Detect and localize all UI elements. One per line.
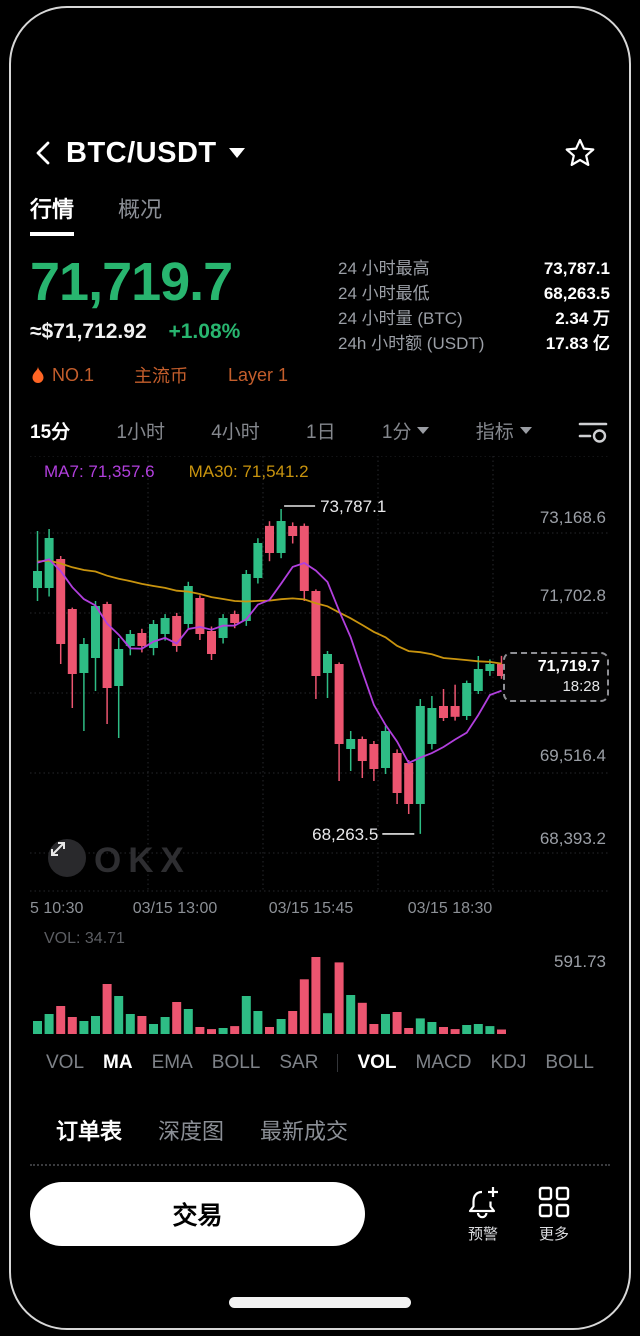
badge-label: 主流币 (134, 366, 189, 386)
header: BTC/USDT (30, 130, 610, 176)
y-axis-label: 73,168.6 (539, 508, 606, 527)
indicator-vol-sub[interactable]: VOL (357, 1052, 397, 1073)
ma30-label: MA30: 71,541.2 (188, 462, 309, 481)
grid-more-icon (538, 1186, 570, 1217)
stat-24h-volume-btc: 24 小时量 (BTC) 2.34 万 (338, 306, 610, 331)
top-tabs: 行情 概况 (30, 192, 610, 236)
ma-legend: MA7: 71,357.6 MA30: 71,541.2 (44, 462, 309, 482)
action-bar: 交易 预警 更多 (30, 1182, 610, 1246)
indicator-divider (337, 1054, 339, 1072)
indicator-macd[interactable]: MACD (415, 1052, 472, 1073)
y-axis-label: 68,393.2 (539, 829, 606, 848)
x-axis-label: 03/15 13:00 (132, 900, 218, 917)
tab-market[interactable]: 行情 (30, 192, 75, 236)
price-alert-action[interactable]: 预警 (465, 1185, 501, 1244)
last-price: 71,719.7 (30, 252, 233, 312)
badges-row: NO.1 主流币 Layer 1 (30, 362, 338, 388)
x-axis-label: 03/15 18:30 (407, 900, 493, 917)
badge-label: NO.1 (52, 364, 95, 385)
orderbook-tabs: 订单表 深度图 最新成交 (30, 1104, 610, 1166)
stats-panel: 24 小时最高 73,787.1 24 小时最低 68,263.5 24 小时量… (338, 252, 610, 388)
stat-value: 73,787.1 (543, 259, 610, 278)
timeframe-more-dropdown[interactable]: 1分 (382, 417, 430, 444)
time-axis: 5 10:30 03/15 13:00 03/15 15:45 03/15 18:30 (30, 896, 610, 926)
timeframe-15m[interactable]: 15分 (30, 421, 71, 443)
indicator-kdj[interactable]: KDJ (490, 1052, 527, 1073)
volume-chart[interactable]: VOL: 34.71 591.73 (30, 926, 610, 1040)
indicator-dropdown[interactable]: 指标 (476, 417, 532, 444)
chevron-down-icon (417, 426, 430, 434)
stat-value: 17.83 亿 (545, 334, 610, 353)
x-axis-label: 03/15 15:45 (268, 900, 354, 917)
tag-price: 71,719.7 (537, 658, 600, 675)
indicator-vol-main[interactable]: VOL (46, 1052, 85, 1073)
volume-canvas[interactable] (30, 926, 610, 1040)
more-label: 更多 (538, 1225, 569, 1243)
tab-depth-chart[interactable]: 深度图 (158, 1119, 225, 1144)
dropdown-label: 指标 (475, 421, 514, 443)
timeframe-1d[interactable]: 1日 (306, 421, 336, 443)
page-title: BTC/USDT (66, 136, 217, 169)
badge-label: Layer 1 (228, 364, 289, 385)
stat-label: 24 小时最低 (338, 284, 430, 303)
ma7-label: MA7: 71,357.6 (44, 462, 155, 481)
chart-settings-icon[interactable] (578, 417, 608, 443)
timeframe-1h[interactable]: 1小时 (116, 421, 165, 443)
chevron-down-icon (519, 426, 532, 434)
price-section: 71,719.7 ≈$71,712.92 +1.08% NO.1 主流币 Lay… (30, 252, 610, 388)
tag-time: 18:28 (562, 678, 600, 695)
tab-overview[interactable]: 概况 (118, 197, 163, 222)
alert-label: 预警 (467, 1225, 498, 1243)
indicator-boll-sub[interactable]: BOLL (545, 1052, 594, 1073)
indicator-sar[interactable]: SAR (279, 1052, 319, 1073)
stat-24h-low: 24 小时最低 68,263.5 (338, 281, 610, 306)
stat-label: 24 小时最高 (338, 259, 430, 278)
favorite-star-icon[interactable] (564, 137, 596, 169)
bell-plus-icon (468, 1186, 498, 1218)
svg-text:73,787.1: 73,787.1 (320, 497, 386, 516)
stat-value: 68,263.5 (543, 284, 610, 303)
stat-label: 24 小时量 (BTC) (338, 309, 463, 328)
last-price-tag: 71,719.7 18:28 (503, 652, 609, 702)
okx-watermark: OKX (94, 841, 191, 880)
home-indicator[interactable] (229, 1297, 411, 1308)
rank-badge[interactable]: NO.1 (30, 365, 94, 386)
price-change-percent: +1.08% (168, 320, 241, 343)
flame-icon (32, 365, 44, 383)
stat-label: 24h 小时额 (USDT) (338, 334, 485, 353)
back-icon[interactable] (30, 138, 60, 168)
volume-max-label: 591.73 (554, 952, 606, 971)
volume-current-label: VOL: 34.71 (44, 930, 125, 947)
indicator-boll-main[interactable]: BOLL (211, 1052, 261, 1073)
y-axis-label: 69,516.4 (539, 746, 606, 765)
trade-button[interactable]: 交易 (30, 1182, 365, 1246)
svg-text:68,263.5: 68,263.5 (312, 825, 378, 844)
fiat-price: ≈$71,712.92 (30, 320, 147, 343)
indicator-selector: VOL MA EMA BOLL SAR VOL MACD KDJ BOLL (30, 1044, 610, 1082)
timeframe-4h[interactable]: 4小时 (211, 421, 260, 443)
stat-value: 2.34 万 (555, 309, 610, 328)
timeframe-toolbar: 15分 1小时 4小时 1日 1分 指标 (30, 410, 610, 450)
y-axis-label: 71,702.8 (539, 586, 606, 605)
tab-latest-trades[interactable]: 最新成交 (260, 1119, 349, 1144)
tab-order-book[interactable]: 订单表 (56, 1119, 123, 1144)
candlestick-chart[interactable]: 73,787.1 68,263.5 MA7: 71,357.6 MA30: 71,… (30, 456, 610, 896)
indicator-ema[interactable]: EMA (151, 1052, 193, 1073)
chart-canvas[interactable]: 73,787.1 68,263.5 (30, 456, 610, 896)
stat-24h-high: 24 小时最高 73,787.1 (338, 256, 610, 281)
category-badge[interactable]: 主流币 (134, 362, 188, 388)
layer-badge[interactable]: Layer 1 (228, 365, 288, 386)
dropdown-label: 1分 (381, 421, 412, 443)
more-action[interactable]: 更多 (537, 1185, 571, 1244)
app-screen: BTC/USDT 行情 概况 71,719.7 ≈$71,712.92 +1.0… (30, 130, 610, 1246)
pair-dropdown-icon[interactable] (228, 148, 245, 158)
fullscreen-expand-icon[interactable] (48, 839, 86, 877)
indicator-ma[interactable]: MA (103, 1052, 133, 1073)
x-axis-label: 5 10:30 (30, 900, 84, 917)
stat-24h-turnover-usdt: 24h 小时额 (USDT) 17.83 亿 (338, 331, 610, 356)
